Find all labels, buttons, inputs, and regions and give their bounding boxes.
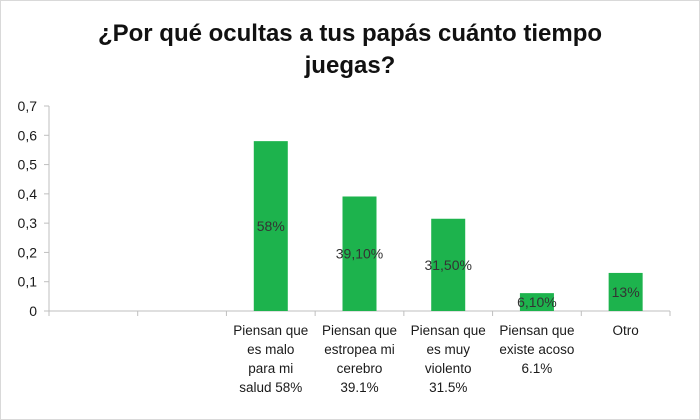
x-tick-label: Piensan que es malo para mi salud 58% [233,323,309,395]
chart-title: ¿Por qué ocultas a tus papás cuánto tiem… [0,18,700,82]
bar [253,141,288,311]
y-tick-label: 0,3 [18,215,38,231]
y-tick-label: 0,7 [18,98,38,114]
y-tick-label: 0,4 [18,186,38,202]
y-tick-label: 0 [29,303,37,319]
data-label: 58% [257,218,285,234]
chart-title-line-1: ¿Por qué ocultas a tus papás cuánto tiem… [97,20,603,47]
bar [431,218,466,311]
bar [608,272,643,311]
data-label: 6,10% [517,294,557,310]
data-label: 13% [612,284,640,300]
y-tick-label: 0,1 [18,274,38,290]
y-tick-label: 0,6 [18,127,38,143]
data-label: 31,50% [424,257,471,273]
x-tick-label: Piensan que es muy violento 31.5% [410,323,486,395]
bar [342,196,377,311]
x-tick-label: Otro [612,323,639,338]
bar [519,293,554,311]
y-tick-label: 0,5 [18,157,38,173]
chart-title-line-2: juegas? [304,52,396,79]
data-label: 39,10% [336,246,383,262]
y-tick-label: 0,2 [18,244,38,260]
x-tick-label: Piensan que estropea mi cerebro 39.1% [321,323,398,395]
x-tick-label: Piensan que existe acoso 6.1% [499,323,575,376]
